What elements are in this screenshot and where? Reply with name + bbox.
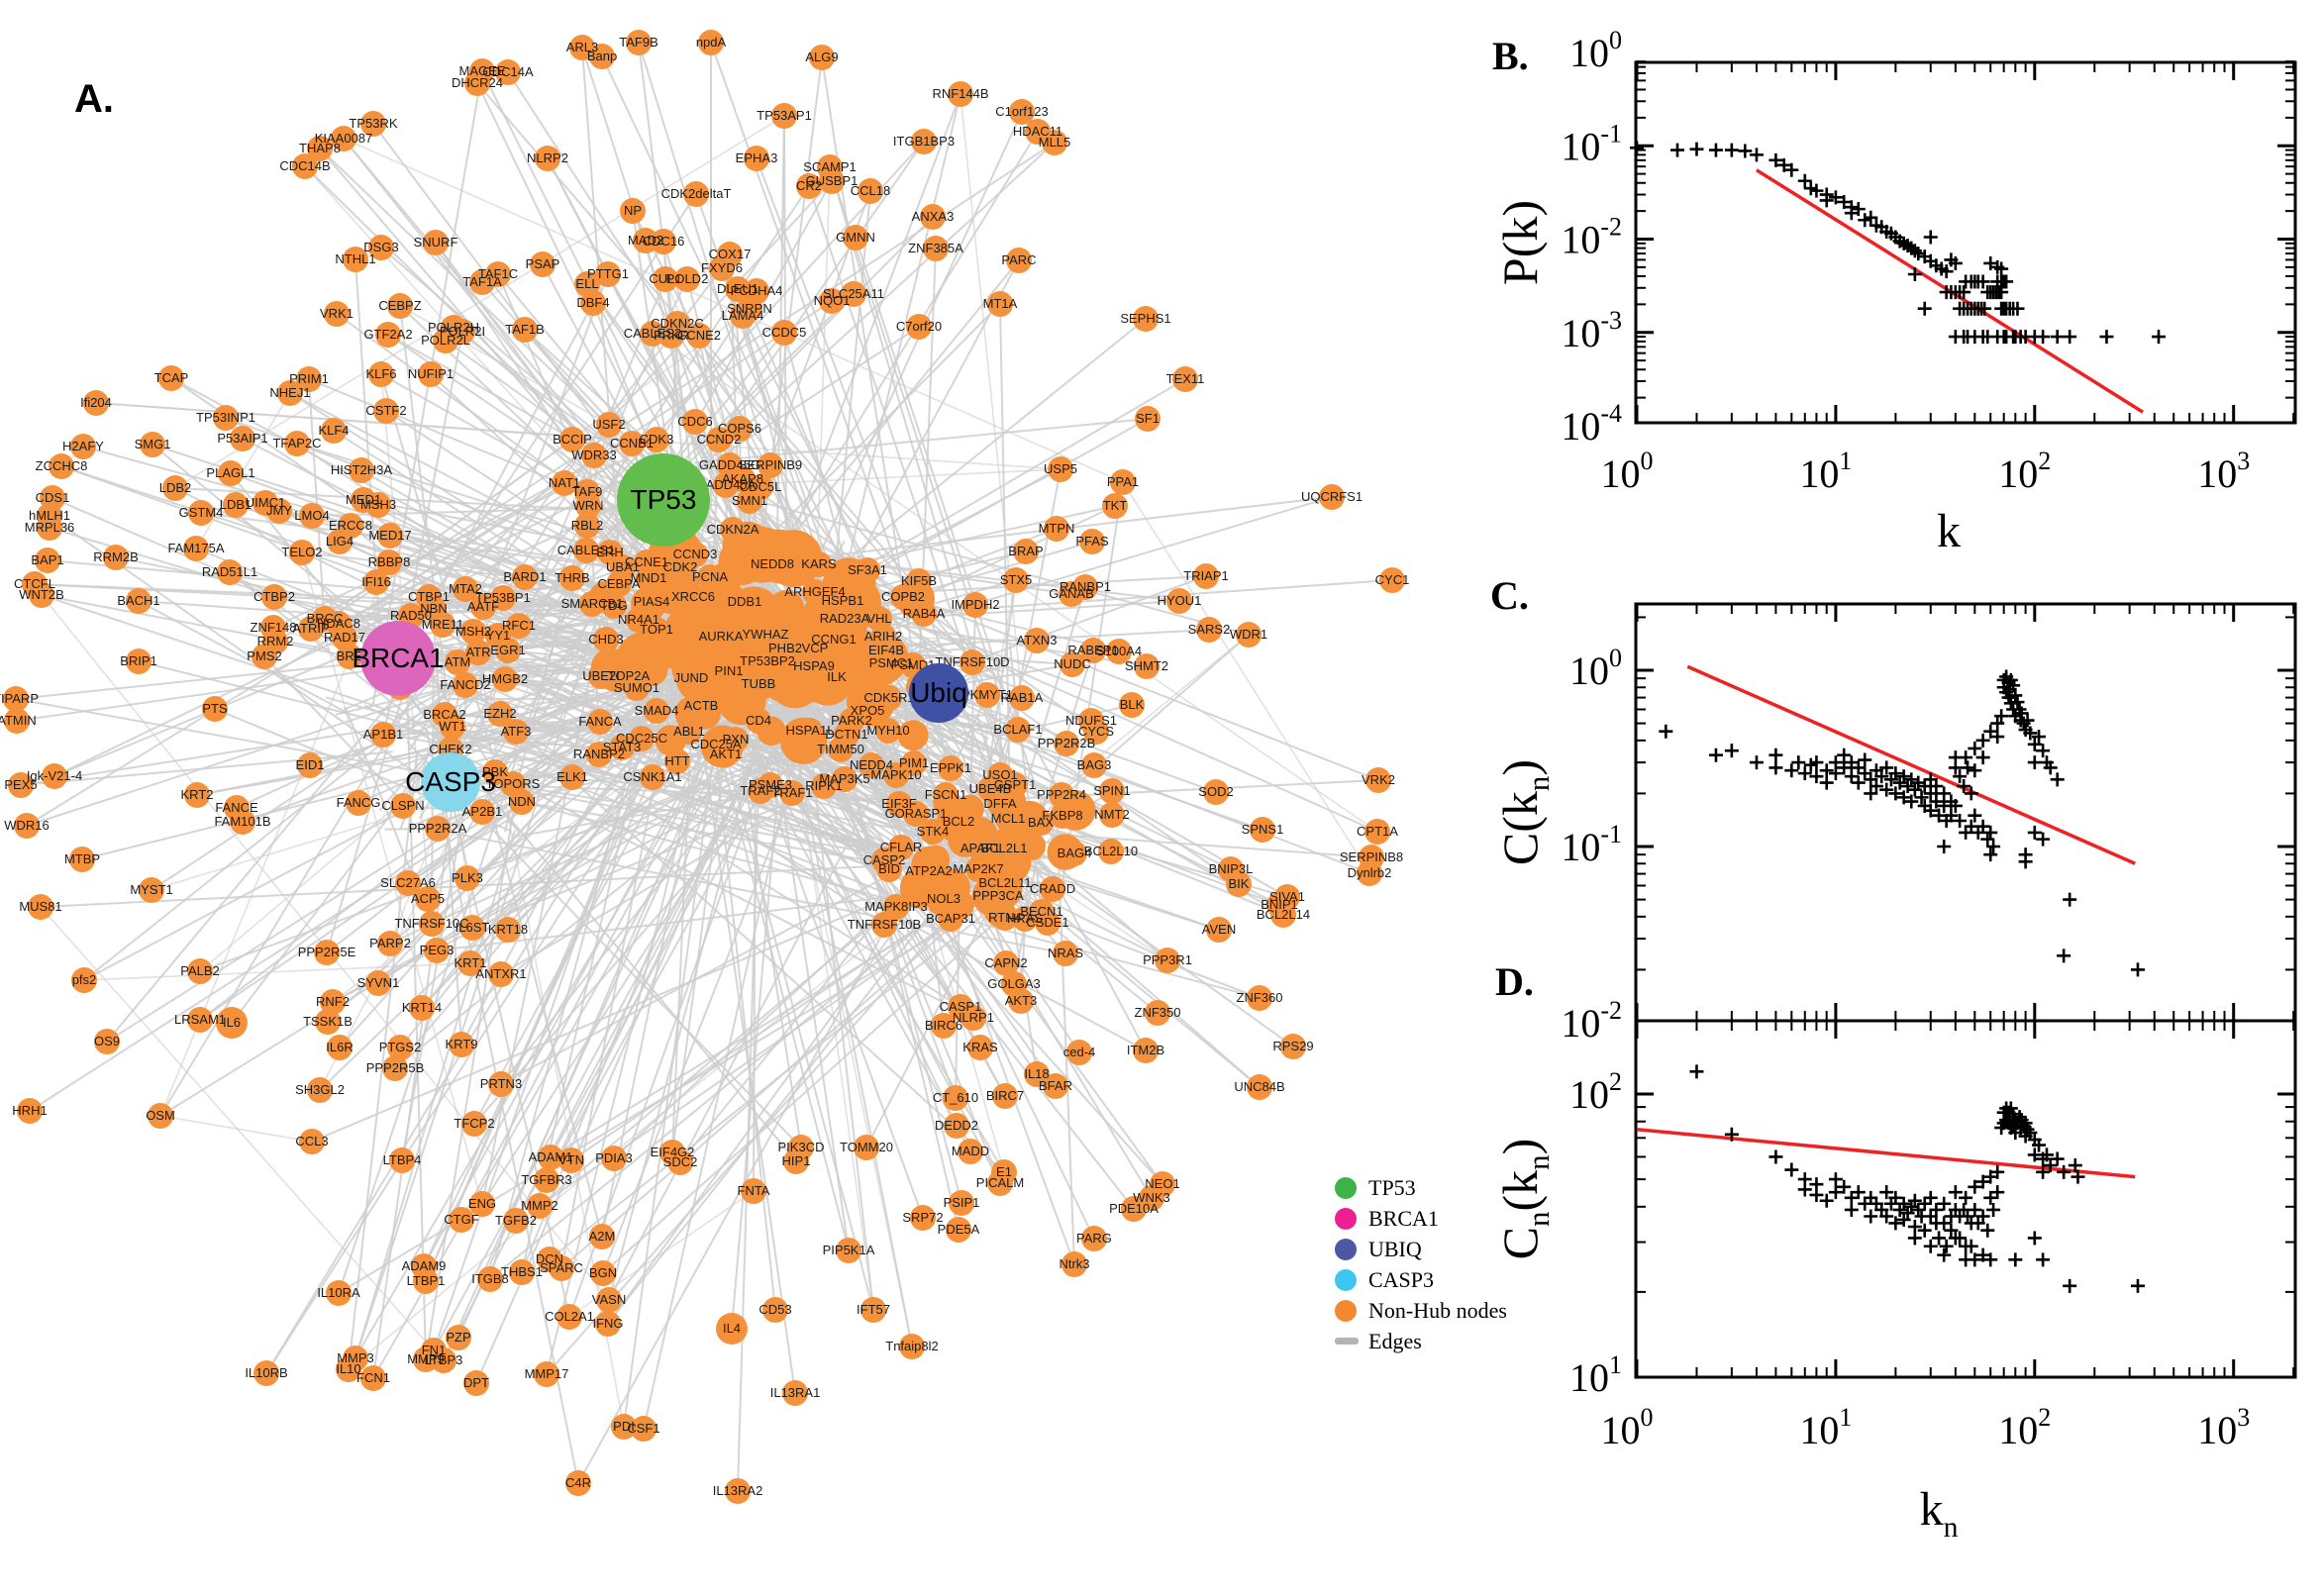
svg-text:10-2: 10-2: [1561, 213, 1622, 262]
svg-text:P(k): P(k): [1492, 200, 1548, 285]
svg-text:102: 102: [1998, 1403, 2051, 1452]
legend-label: UBIQ: [1368, 1236, 1422, 1261]
legend-item-ubiq: UBIQ: [1335, 1234, 1507, 1264]
legend-label: TP53: [1368, 1174, 1416, 1200]
svg-text:103: 103: [2197, 447, 2250, 496]
panel-d-label: D.: [1495, 959, 1534, 1004]
panel-a-label: A.: [74, 77, 114, 121]
svg-text:10-1: 10-1: [1561, 820, 1622, 869]
legend: TP53 BRCA1 UBIQ CASP3 Non-Hub nodes Edge…: [1335, 1172, 1507, 1356]
network-graph: TP53RKKIAA0087THAP8CDC14BSNURFDSG3NTHL1C…: [0, 30, 1409, 1504]
svg-text:101: 101: [1799, 1403, 1852, 1452]
brca1-swatch-icon: [1335, 1207, 1357, 1230]
legend-item-nonhub: Non-Hub nodes: [1335, 1295, 1507, 1326]
casp3-swatch-icon: [1335, 1268, 1357, 1291]
legend-item-brca1: BRCA1: [1335, 1203, 1507, 1234]
svg-text:kn​: kn​: [1920, 1483, 1959, 1544]
svg-text:C(kn​): C(kn​): [1492, 759, 1556, 865]
panel-b-label: B.: [1492, 34, 1529, 78]
legend-label: Non-Hub nodes: [1368, 1297, 1507, 1323]
legend-item-tp53: TP53: [1335, 1172, 1507, 1203]
legend-item-edges: Edges: [1335, 1326, 1507, 1356]
legend-label: CASP3: [1368, 1266, 1435, 1292]
svg-text:10-4: 10-4: [1561, 399, 1622, 449]
svg-text:102: 102: [1998, 447, 2051, 496]
svg-text:101: 101: [1569, 1350, 1622, 1400]
svg-text:10-3: 10-3: [1561, 306, 1622, 355]
svg-text:100: 100: [1601, 1403, 1654, 1452]
svg-text:100: 100: [1569, 26, 1622, 75]
legend-label: BRCA1: [1368, 1205, 1439, 1231]
panel-c-label: C.: [1490, 573, 1529, 618]
svg-text:100: 100: [1601, 447, 1654, 496]
nonhub-swatch-icon: [1335, 1299, 1357, 1322]
svg-text:103: 103: [2197, 1403, 2250, 1452]
svg-text:10-2: 10-2: [1561, 996, 1622, 1046]
svg-text:101: 101: [1799, 447, 1852, 496]
legend-item-casp3: CASP3: [1335, 1264, 1507, 1295]
edge-swatch-icon: [1335, 1338, 1359, 1345]
svg-text:100: 100: [1569, 644, 1622, 693]
tp53-swatch-icon: [1335, 1176, 1357, 1199]
svg-text:k: k: [1937, 505, 1961, 557]
svg-text:102: 102: [1569, 1067, 1622, 1117]
legend-label: Edges: [1368, 1328, 1422, 1353]
svg-text:10-1: 10-1: [1561, 119, 1622, 168]
ubiq-swatch-icon: [1335, 1238, 1357, 1260]
